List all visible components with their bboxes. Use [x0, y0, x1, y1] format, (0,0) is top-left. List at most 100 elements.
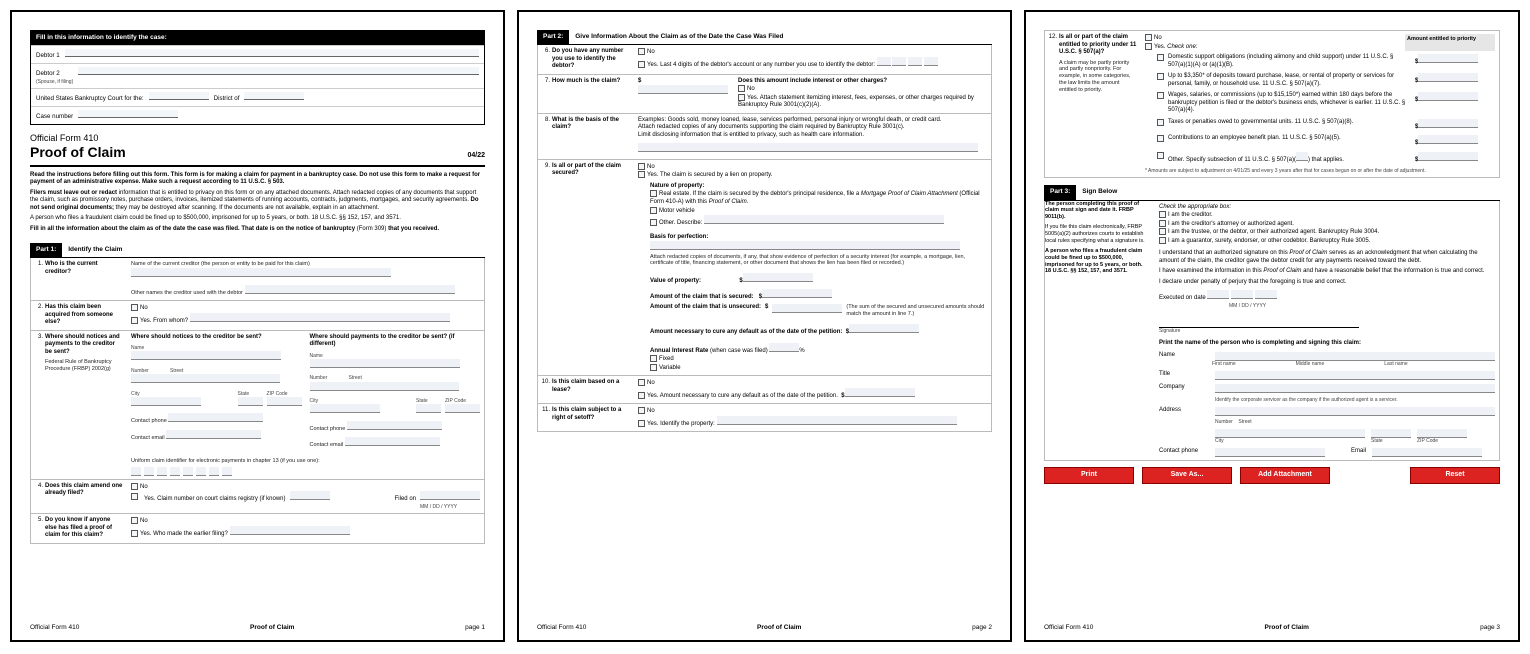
part1-table: 1. Who is the current creditor? Name of …: [30, 258, 485, 543]
field-pri-2[interactable]: [1418, 73, 1478, 82]
checkbox-pri-2[interactable]: [1157, 73, 1164, 80]
checkbox-q7-no[interactable]: [738, 85, 745, 92]
field-pay-num[interactable]: [310, 382, 350, 391]
checkbox-q5-no[interactable]: [131, 517, 138, 524]
checkbox-fixed[interactable]: [650, 355, 657, 362]
field-exec-date[interactable]: [1207, 290, 1277, 299]
field-sig-email[interactable]: [1372, 448, 1482, 457]
field-pay-street[interactable]: [349, 382, 459, 391]
form-revision: 04/22: [467, 152, 485, 161]
field-pay-state[interactable]: [416, 404, 441, 413]
field-pri-3[interactable]: [1418, 92, 1478, 101]
checkbox-q12-no[interactable]: [1145, 34, 1152, 41]
checkbox-q9-re[interactable]: [650, 190, 657, 197]
checkbox-q7-yes[interactable]: [738, 94, 745, 101]
field-notice-zip[interactable]: [267, 397, 302, 406]
checkbox-q4-no[interactable]: [131, 483, 138, 490]
checkbox-q5-yes[interactable]: [131, 530, 138, 537]
field-debtor1[interactable]: [65, 49, 479, 57]
field-notice-num[interactable]: [131, 374, 171, 383]
field-notice-phone[interactable]: [168, 413, 263, 422]
field-q9-basis[interactable]: [650, 241, 960, 250]
field-pay-email[interactable]: [345, 437, 440, 446]
field-q11-prop[interactable]: [717, 416, 957, 425]
field-sig-zip[interactable]: [1417, 429, 1467, 438]
checkbox-q4-yes[interactable]: [131, 493, 138, 500]
checkbox-variable[interactable]: [650, 364, 657, 371]
checkbox-pri-4[interactable]: [1157, 119, 1164, 126]
checkbox-pri-6[interactable]: [1157, 152, 1164, 159]
field-district-of[interactable]: [244, 92, 304, 100]
checkbox-q12-yes[interactable]: [1145, 43, 1152, 50]
field-q10-amt[interactable]: [845, 388, 915, 397]
checkbox-q10-no[interactable]: [638, 379, 645, 386]
checkbox-q2-no[interactable]: [131, 304, 138, 311]
checkbox-q9-no[interactable]: [638, 163, 645, 170]
checkbox-pri-1[interactable]: [1157, 54, 1164, 61]
checkbox-q9-mv[interactable]: [650, 207, 657, 214]
checkbox-q6-no[interactable]: [638, 48, 645, 55]
field-secured[interactable]: [762, 289, 832, 298]
field-notice-email[interactable]: [166, 430, 261, 439]
field-sig-phone[interactable]: [1215, 448, 1325, 457]
field-notice-city[interactable]: [131, 397, 201, 406]
field-pri-6[interactable]: [1418, 152, 1478, 161]
field-sig-addr1[interactable]: [1215, 407, 1495, 416]
checkbox-q11-yes[interactable]: [638, 420, 645, 427]
save-button[interactable]: Save As...: [1142, 467, 1232, 484]
field-air[interactable]: [769, 343, 799, 352]
field-q7-amount[interactable]: [638, 85, 728, 94]
field-sig-city[interactable]: [1215, 429, 1365, 438]
page-3: 12. Is all or part of the claim entitled…: [1024, 10, 1520, 642]
field-notice-name[interactable]: [131, 351, 281, 360]
field-pri-1[interactable]: [1418, 54, 1478, 63]
field-pay-phone[interactable]: [347, 421, 442, 430]
field-casenum[interactable]: [78, 110, 178, 118]
field-pay-name[interactable]: [310, 359, 460, 368]
field-sig-state[interactable]: [1371, 429, 1411, 438]
field-pay-city[interactable]: [310, 404, 380, 413]
field-q4-claimnum[interactable]: [290, 491, 330, 500]
field-q8-basis[interactable]: [638, 143, 978, 152]
checkbox-role-trustee[interactable]: [1159, 228, 1166, 235]
attach-button[interactable]: Add Attachment: [1240, 467, 1330, 484]
field-q9-other[interactable]: [704, 215, 944, 224]
checkbox-q6-yes[interactable]: [638, 61, 645, 68]
field-pri-5[interactable]: [1418, 135, 1478, 144]
field-district[interactable]: [149, 92, 209, 100]
field-creditor-name[interactable]: [131, 268, 391, 277]
field-q2-whom[interactable]: [190, 313, 450, 322]
checkbox-pri-5[interactable]: [1157, 135, 1164, 142]
field-pay-zip[interactable]: [445, 404, 480, 413]
checkbox-q9-other[interactable]: [650, 219, 657, 226]
checkbox-role-creditor[interactable]: [1159, 211, 1166, 218]
checkbox-q10-yes[interactable]: [638, 392, 645, 399]
official-form: Official Form 410: [30, 133, 485, 144]
checkbox-role-guarantor[interactable]: [1159, 237, 1166, 244]
field-debtor2[interactable]: [78, 67, 479, 75]
field-cure[interactable]: [849, 324, 919, 333]
print-button[interactable]: Print: [1044, 467, 1134, 484]
checkbox-q2-yes[interactable]: [131, 317, 138, 324]
checkbox-pri-3[interactable]: [1157, 92, 1164, 99]
q10-label: Is this claim based on a lease?: [552, 376, 634, 403]
field-notice-state[interactable]: [238, 397, 263, 406]
field-vop[interactable]: [743, 273, 813, 282]
field-q4-date[interactable]: [420, 491, 480, 500]
field-notice-street[interactable]: [170, 374, 280, 383]
field-q5-who[interactable]: [230, 526, 350, 535]
field-sig-company[interactable]: [1215, 384, 1495, 393]
field-sig-name[interactable]: [1215, 352, 1495, 361]
checkbox-role-attorney[interactable]: [1159, 220, 1166, 227]
field-other-names[interactable]: [245, 285, 455, 294]
label-casenum: Case number: [36, 113, 73, 121]
field-sig-title[interactable]: [1215, 371, 1495, 380]
part1-header: Part 1: Identify the Claim: [30, 243, 485, 258]
checkbox-q9-yes[interactable]: [638, 171, 645, 178]
field-unsecured[interactable]: [772, 304, 842, 313]
checkbox-q11-no[interactable]: [638, 407, 645, 414]
form-title: Proof of Claim: [30, 144, 126, 162]
field-pri-4[interactable]: [1418, 119, 1478, 128]
page-2: Part 2: Give Information About the Claim…: [517, 10, 1012, 642]
reset-button[interactable]: Reset: [1410, 467, 1500, 484]
